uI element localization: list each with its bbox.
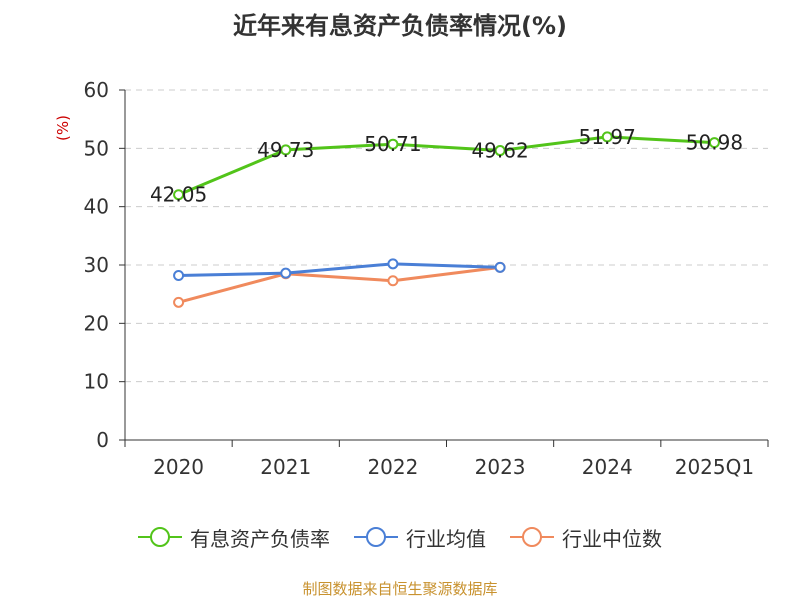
x-tick-label: 2025Q1 [675,455,754,479]
data-point [708,137,720,149]
legend-item[interactable]: 行业中位数 [510,523,662,552]
data-point [173,189,185,201]
data-point [280,267,292,279]
legend-symbol [510,527,554,547]
data-point [387,138,399,150]
data-source-note: 制图数据来自恒生聚源数据库 [302,580,498,598]
data-label: 50.71 [364,132,421,156]
data-label: 51.97 [579,125,636,149]
series-line [178,135,715,197]
data-label: 49.73 [257,138,314,162]
data-point [280,144,292,156]
series-line [178,262,501,277]
data-point [173,296,185,308]
x-tick-label: 2024 [582,455,633,479]
y-tick-label: 0 [96,428,109,452]
y-tick-label: 30 [84,253,109,277]
x-tick-label: 2023 [475,455,526,479]
x-tick-label: 2021 [260,455,311,479]
data-label: 42.05 [150,183,207,207]
chart-title: 近年来有息资产负债率情况(%) [233,12,567,40]
y-tick-label: 40 [84,195,109,219]
series-line [178,265,501,304]
data-label: 50.98 [686,131,743,155]
y-tick-label: 60 [84,78,109,102]
legend-symbol [138,527,182,547]
legend-label: 有息资产负债率 [190,526,330,551]
y-tick-label: 50 [84,136,109,160]
data-point [494,261,506,273]
data-point [494,145,506,157]
y-tick-label: 20 [84,311,109,335]
legend-label: 行业中位数 [562,526,662,551]
legend-label: 行业均值 [406,526,486,551]
data-point [387,275,399,287]
x-tick-label: 2022 [367,455,418,479]
data-point [387,258,399,270]
legend-item[interactable]: 行业均值 [354,523,486,552]
legend-item[interactable]: 有息资产负债率 [138,523,330,552]
chart-legend: 有息资产负债率 行业均值 行业中位数 [0,520,800,554]
data-point [601,131,613,143]
legend-symbol [354,527,398,547]
x-tick-label: 2020 [153,455,204,479]
data-label: 49.62 [471,139,528,163]
data-point [173,270,185,281]
y-axis-label: (%) [54,115,72,141]
y-tick-label: 10 [84,370,109,394]
